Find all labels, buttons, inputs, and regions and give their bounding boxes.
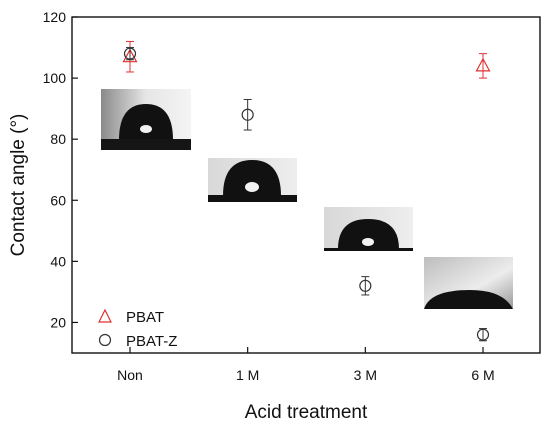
y-tick-label: 120	[43, 9, 67, 25]
pbat-point	[475, 57, 491, 72]
legend-label-pbat-z: PBAT-Z	[126, 333, 177, 350]
y-tick-label: 40	[50, 253, 66, 269]
x-tick-label: 1 M	[236, 367, 259, 383]
y-tick-label: 100	[43, 70, 67, 86]
legend-marker-pbat	[98, 308, 112, 323]
droplet-photo-3m	[324, 207, 413, 251]
x-tick-label: 6 M	[471, 367, 494, 383]
plot-frame	[71, 16, 541, 354]
plot-marks	[122, 40, 491, 342]
y-axis: 20 40 60 80 100 120	[43, 9, 78, 330]
pbat-z-point	[123, 47, 137, 60]
pbat-z-point	[241, 108, 254, 121]
x-tick-label: 3 M	[354, 367, 377, 383]
y-tick-label: 60	[50, 192, 66, 208]
pbat-z-point	[476, 328, 490, 341]
droplet-photo-1m	[208, 158, 297, 202]
legend-label-pbat: PBAT	[126, 309, 164, 326]
y-axis-title: Contact angle (°)	[8, 114, 29, 257]
x-axis-title: Acid treatment	[245, 402, 368, 423]
pbat-point	[122, 48, 138, 63]
pbat-z-point	[359, 279, 372, 292]
legend: PBAT PBAT-Z	[98, 308, 177, 350]
x-tick-label: Non	[117, 367, 143, 383]
legend-marker-pbat-z	[98, 333, 112, 347]
y-tick-label: 80	[50, 131, 66, 147]
y-tick-label: 20	[50, 314, 66, 330]
x-axis: Non 1 M 3 M 6 M	[117, 347, 495, 383]
droplet-photo-6m	[424, 257, 513, 309]
droplet-photo-non	[101, 89, 191, 150]
